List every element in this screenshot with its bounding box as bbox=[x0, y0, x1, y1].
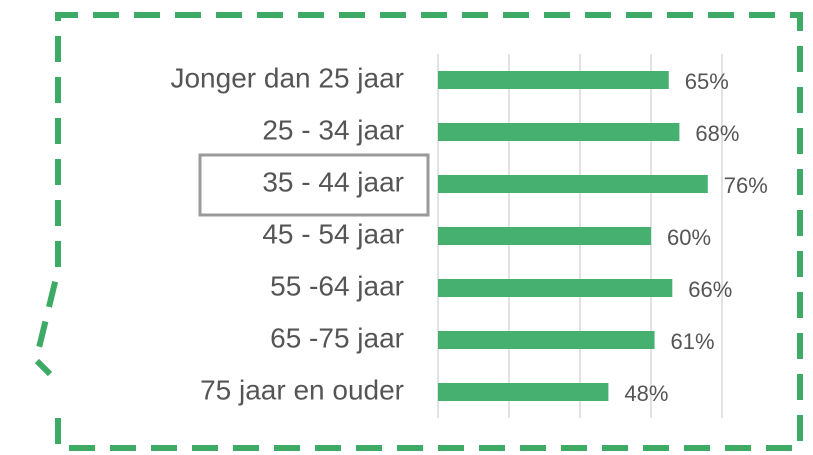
category-label: 75 jaar en ouder bbox=[200, 374, 404, 405]
bar bbox=[438, 175, 708, 193]
category-label: 25 - 34 jaar bbox=[262, 114, 404, 145]
bar bbox=[438, 123, 680, 141]
bar bbox=[438, 279, 673, 297]
category-label: 65 -75 jaar bbox=[270, 322, 404, 353]
value-label: 76% bbox=[724, 173, 768, 198]
dashed-outline bbox=[32, 12, 803, 451]
value-label: 65% bbox=[685, 69, 729, 94]
category-label: 35 - 44 jaar bbox=[262, 166, 404, 197]
category-label: 55 -64 jaar bbox=[270, 270, 404, 301]
bar bbox=[438, 383, 609, 401]
bar bbox=[438, 331, 655, 349]
category-label: Jonger dan 25 jaar bbox=[170, 62, 404, 93]
bar bbox=[438, 71, 669, 89]
value-label: 48% bbox=[624, 381, 668, 406]
value-label: 66% bbox=[688, 277, 732, 302]
value-label: 60% bbox=[667, 225, 711, 250]
value-label: 68% bbox=[695, 121, 739, 146]
bar bbox=[438, 227, 651, 245]
category-label: 45 - 54 jaar bbox=[262, 218, 404, 249]
value-label: 61% bbox=[671, 329, 715, 354]
highlight-box bbox=[198, 153, 430, 217]
